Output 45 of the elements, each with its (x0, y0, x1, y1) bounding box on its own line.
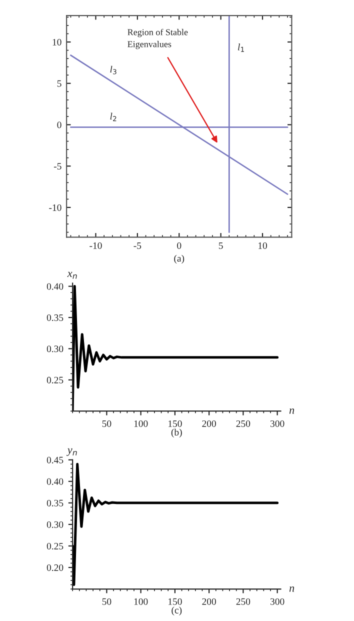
x-tick-label: 200 (202, 420, 216, 427)
y-tick-label: 0 (57, 122, 62, 128)
x-tick-label: -10 (90, 242, 102, 249)
text: (a) (174, 254, 184, 264)
y-tick-label: 0.20 (46, 564, 64, 571)
y-tick-label: 0.25 (46, 542, 64, 550)
y-tick-label: 0.25 (46, 376, 64, 384)
line-series (72, 462, 279, 586)
x-tick-label: 0 (177, 242, 182, 249)
y-tick-label: 0.35 (46, 314, 64, 322)
text: (b) (171, 428, 182, 438)
x-tick-label: 5 (218, 242, 223, 249)
series-label: l$_{1}$ (238, 43, 244, 52)
text: (c) (172, 606, 182, 616)
x-tick-label: 150 (168, 598, 182, 605)
x-tick-label: 50 (102, 420, 112, 427)
x-axis-title: n (289, 586, 294, 592)
y-axis-title: x$_{n}$ (67, 272, 77, 279)
line-series (72, 285, 279, 412)
y-tick-label: -10 (49, 204, 62, 211)
y-tick-label: -5 (54, 163, 62, 170)
y-axis-title: y$_{n}$ (66, 448, 77, 456)
x-tick-label: 300 (270, 420, 284, 427)
x-tick-label: 50 (102, 598, 112, 605)
x-tick-label: -5 (134, 242, 142, 249)
x-tick-label: 250 (236, 598, 250, 605)
x-axis-title: n (289, 408, 294, 414)
x-tick-label: 10 (258, 242, 267, 249)
x-tick-label: 100 (134, 598, 148, 605)
y-tick-label: 0.40 (46, 478, 64, 485)
x-tick-label: 300 (270, 598, 284, 605)
y-tick-label: 0.35 (46, 500, 64, 506)
y-tick-label: 0.40 (46, 283, 64, 290)
series-label: l$_{2}$ (110, 112, 116, 122)
annotation: Region of Stable Eigenvalues (128, 28, 188, 50)
series-label: l$_{3}$ (110, 66, 116, 74)
y-tick-label: 0.45 (46, 456, 64, 464)
x-tick-label: 100 (134, 420, 148, 427)
x-tick-label: 250 (236, 420, 250, 427)
y-tick-label: 5 (57, 80, 62, 87)
y-tick-label: 10 (52, 38, 62, 46)
y-tick-label: 0.30 (46, 521, 64, 528)
x-tick-label: 150 (168, 420, 182, 427)
y-tick-label: 0.30 (46, 346, 64, 352)
x-tick-label: 200 (202, 598, 216, 605)
